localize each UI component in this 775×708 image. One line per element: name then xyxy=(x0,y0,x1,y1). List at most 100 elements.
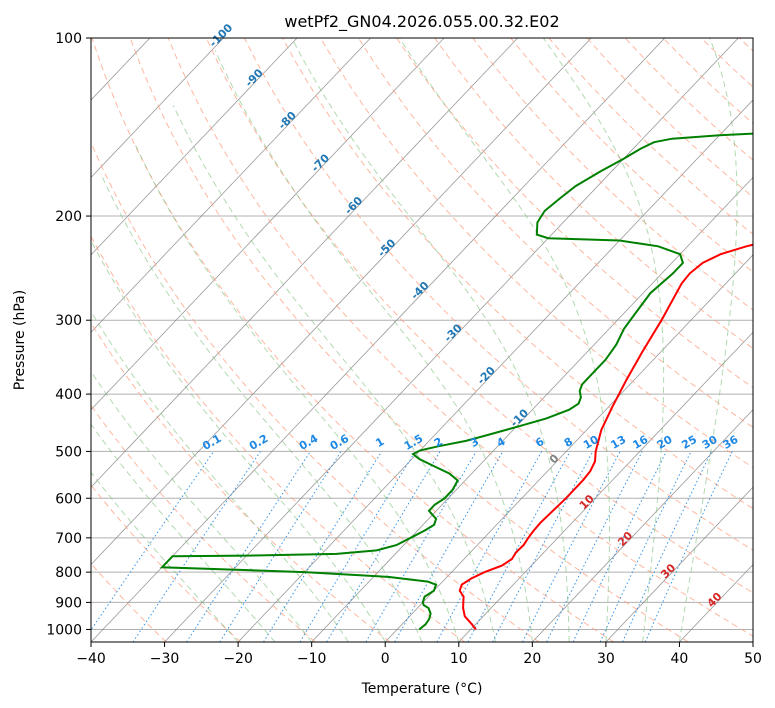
x-tick-label: −20 xyxy=(223,651,253,667)
dry-adiabat xyxy=(243,38,753,551)
plot-frame xyxy=(90,37,754,643)
dry-adiabat xyxy=(167,38,753,637)
mixing-ratio-label: 0.4 xyxy=(297,432,321,453)
moist-adiabat xyxy=(542,38,665,642)
mixing-ratio-line xyxy=(436,451,543,642)
x-tick-label: 30 xyxy=(597,651,615,667)
mixing-ratio-label: 36 xyxy=(721,433,741,452)
moist-adiabat xyxy=(91,423,276,642)
mixing-ratio-label: 13 xyxy=(608,433,628,452)
series-group xyxy=(159,132,753,631)
y-axis-label: Pressure (hPa) xyxy=(12,290,28,390)
moist-adiabat xyxy=(91,310,349,642)
dry-adiabat xyxy=(320,38,753,469)
mixing-ratio-label: 20 xyxy=(655,433,675,452)
isotherm-label: -40 xyxy=(408,279,431,302)
temperature-profile-line xyxy=(458,243,753,631)
isotherm-line xyxy=(605,486,753,642)
isotherm-line xyxy=(91,38,298,256)
x-tick-label: 40 xyxy=(671,651,689,667)
x-tick-label: −40 xyxy=(76,651,106,667)
moist-adiabat xyxy=(100,174,423,642)
mixing-ratio-line xyxy=(132,451,261,642)
x-tick-label: 0 xyxy=(381,651,390,667)
mixing-ratio-line xyxy=(622,451,712,642)
isotherm-line xyxy=(91,38,592,566)
isotherm-label: -100 xyxy=(207,21,236,50)
dry-adiabat xyxy=(586,38,753,198)
dry-adiabat xyxy=(281,38,753,510)
mixing-ratio-label: 10 xyxy=(581,433,601,452)
isotherm-label: 20 xyxy=(615,529,635,549)
mixing-ratio-label: 16 xyxy=(631,433,651,452)
y-tick-label: 200 xyxy=(55,209,82,225)
dry-adiabat xyxy=(510,38,753,273)
dry-adiabat xyxy=(91,484,242,642)
dry-adiabat xyxy=(358,38,753,428)
annotation-labels: 0.1 0.2 0.4 0.6 1 1.5 2 3 4 6 8 10 13 16 20 25 30 36-100-… xyxy=(200,21,740,610)
isotherm-line xyxy=(91,38,445,411)
dry-adiabat xyxy=(91,235,465,642)
mixing-ratio-line xyxy=(467,451,571,642)
moist-adiabat xyxy=(291,38,570,642)
isotherm-label: -10 xyxy=(508,406,531,429)
moist-adiabat xyxy=(399,38,610,642)
isotherm-line xyxy=(458,331,753,642)
dry-adiabat xyxy=(91,322,391,642)
mixing-ratio-line xyxy=(492,451,594,642)
mixing-ratio-line xyxy=(219,451,342,642)
moist-adiabat xyxy=(133,141,460,642)
isotherm-label: 10 xyxy=(577,492,597,512)
x-axis-label: Temperature (°C) xyxy=(361,681,483,697)
dry-adiabat xyxy=(738,38,753,52)
y-tick-label: 800 xyxy=(55,565,82,581)
mixing-ratio-label: 8 xyxy=(562,435,575,450)
mixing-ratio-line xyxy=(91,451,215,631)
y-tick-label: 600 xyxy=(55,491,82,507)
isotherm-line xyxy=(532,409,753,642)
isotherm-line xyxy=(91,38,666,642)
dry-adiabat xyxy=(662,38,753,125)
x-axis: −40 −30 −20 −10 0 10 20 30 40 50 xyxy=(76,642,762,667)
x-tick-label: −10 xyxy=(297,651,327,667)
x-tick-label: 10 xyxy=(450,651,468,667)
dewpoint-profile-line xyxy=(159,132,753,631)
dry-adiabat xyxy=(91,38,614,642)
dry-adiabat xyxy=(700,38,753,88)
isotherm-label: 40 xyxy=(705,590,725,610)
moist-adiabat xyxy=(91,239,386,642)
chart-title: wetPf2_GN04.2026.055.00.32.E02 xyxy=(284,12,559,32)
moist-adiabat xyxy=(172,105,497,642)
moist-adiabat xyxy=(91,471,239,642)
x-tick-label: −30 xyxy=(150,651,180,667)
y-tick-label: 1000 xyxy=(46,622,82,638)
dry-adiabat xyxy=(91,141,540,642)
moist-adiabat xyxy=(91,370,313,642)
y-tick-label: 100 xyxy=(55,31,82,47)
mixing-ratio-label: 0.1 xyxy=(200,432,223,453)
isotherm-label: -70 xyxy=(309,151,332,174)
y-tick-label: 500 xyxy=(55,444,82,460)
isotherm-label: -60 xyxy=(342,194,365,217)
mixing-ratio-line xyxy=(326,451,441,642)
mixing-ratio-label: 0.2 xyxy=(247,432,270,453)
isotherm-label: -90 xyxy=(243,66,266,89)
mixing-ratio-line xyxy=(186,451,311,642)
mixing-ratio-label: 25 xyxy=(679,433,699,452)
mixing-ratio-line xyxy=(644,451,733,642)
isotherm-line xyxy=(91,38,371,333)
dry-adiabat xyxy=(434,38,753,350)
isotherm-line xyxy=(164,38,739,642)
y-tick-label: 700 xyxy=(55,531,82,547)
isotherm-line xyxy=(384,254,753,642)
isotherm-line xyxy=(91,38,224,179)
x-tick-label: 50 xyxy=(744,651,762,667)
isotherm-line xyxy=(752,641,753,642)
isotherm-line xyxy=(311,176,753,642)
background-lines xyxy=(91,38,753,642)
mixing-ratio-line xyxy=(263,451,383,642)
moist-adiabat xyxy=(678,38,738,642)
mixing-ratio-line xyxy=(599,451,692,642)
mixing-ratio-label: 0.6 xyxy=(328,432,352,453)
